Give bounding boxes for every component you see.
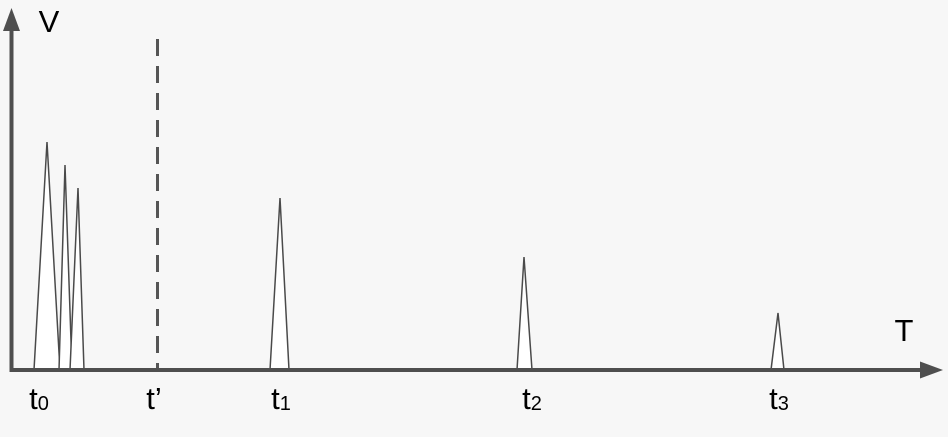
y-axis-arrowhead-icon xyxy=(3,8,20,31)
tick-subscript: 2 xyxy=(530,393,542,415)
spike-t3 xyxy=(770,312,785,371)
tick-label-t1: t1 xyxy=(271,383,291,414)
spike-t0 xyxy=(69,187,85,371)
x-axis-label: T xyxy=(894,313,914,348)
tick-base: t xyxy=(522,381,531,416)
x-axis-arrowhead-icon xyxy=(920,361,943,379)
tick-base: t xyxy=(271,381,280,416)
spike-t0 xyxy=(33,141,61,371)
tick-subscript: 0 xyxy=(37,393,49,415)
tick-label-t2: t2 xyxy=(522,383,542,414)
tick-label-t-prime: t’ xyxy=(146,383,162,414)
spike-t1 xyxy=(269,197,290,371)
tick-base: t xyxy=(29,381,38,416)
spike-t2 xyxy=(516,256,533,371)
tick-label-t3: t3 xyxy=(769,383,789,414)
y-axis-label: V xyxy=(38,4,60,39)
tick-subscript: 1 xyxy=(279,393,291,415)
tick-label-t0: t0 xyxy=(29,383,49,414)
tick-subscript: 3 xyxy=(777,393,789,415)
tick-base: t’ xyxy=(146,381,162,416)
tick-base: t xyxy=(769,381,778,416)
spike-t0 xyxy=(58,164,73,371)
